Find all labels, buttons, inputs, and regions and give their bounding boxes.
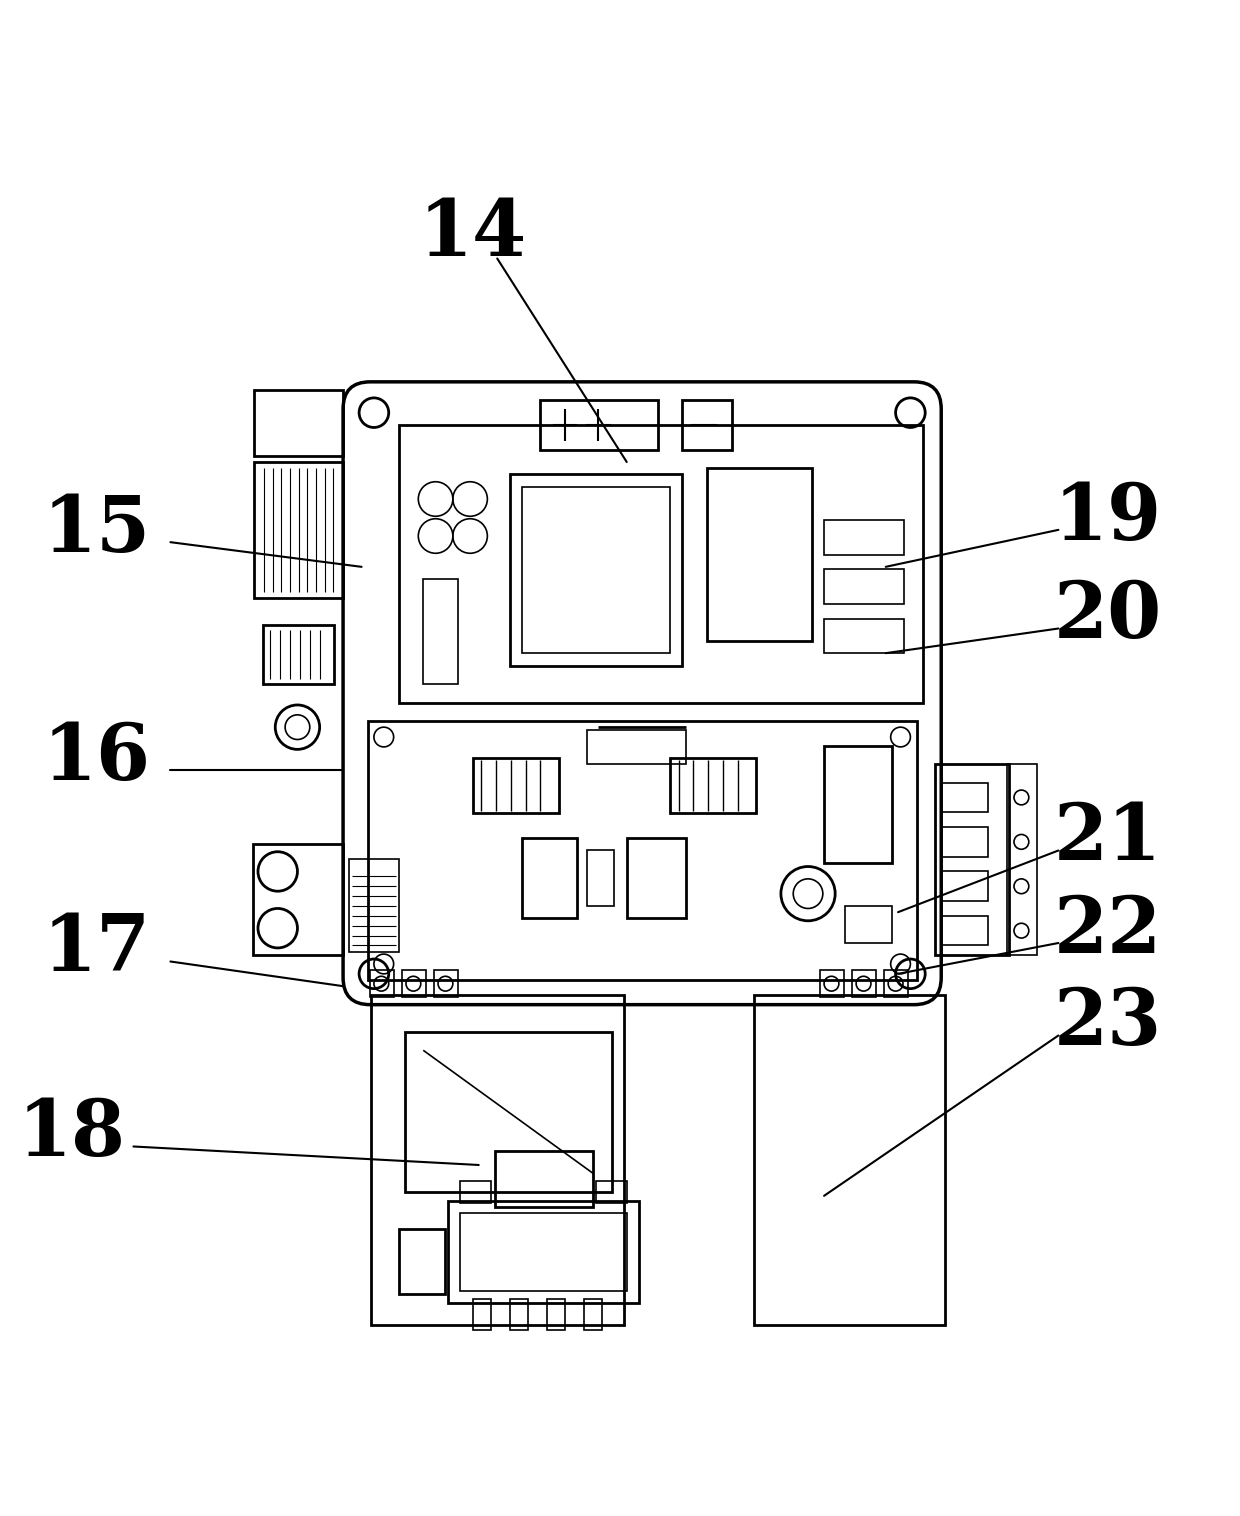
Bar	[884, 970, 908, 998]
Text: 15: 15	[42, 491, 150, 568]
Bar	[941, 872, 988, 901]
Bar	[707, 468, 812, 641]
Text: 17: 17	[42, 911, 150, 987]
Bar	[588, 850, 614, 907]
Text: 14: 14	[418, 196, 527, 271]
Bar	[434, 970, 458, 998]
Bar	[596, 1181, 626, 1204]
Bar	[460, 1213, 626, 1290]
Text: 19: 19	[1054, 479, 1162, 555]
Bar	[626, 838, 686, 919]
Bar	[423, 579, 458, 684]
Bar	[254, 462, 343, 597]
Bar	[372, 994, 624, 1325]
Bar	[371, 970, 393, 998]
Bar	[522, 838, 578, 919]
Bar	[825, 746, 892, 863]
Text: 23: 23	[1054, 985, 1162, 1061]
Bar	[821, 970, 843, 998]
Bar	[584, 1299, 603, 1330]
Text: 22: 22	[1054, 893, 1162, 969]
Bar	[941, 916, 988, 946]
Bar	[350, 860, 398, 952]
Bar	[398, 1229, 445, 1295]
Bar	[510, 475, 682, 666]
Bar	[460, 1181, 491, 1204]
Bar	[682, 400, 732, 450]
Bar	[941, 828, 988, 857]
Bar	[398, 424, 923, 702]
Text: 20: 20	[1054, 578, 1162, 655]
Text: 16: 16	[42, 720, 150, 796]
Bar	[263, 625, 335, 684]
Bar	[941, 782, 988, 813]
Bar	[547, 1299, 565, 1330]
Bar	[472, 758, 559, 814]
Bar	[368, 722, 916, 979]
Bar	[541, 400, 657, 450]
Bar	[254, 391, 343, 456]
Bar	[670, 758, 756, 814]
Bar	[402, 970, 425, 998]
Bar	[472, 1299, 491, 1330]
Bar	[754, 994, 945, 1325]
Bar	[825, 570, 904, 603]
Bar	[404, 1032, 611, 1192]
Bar	[448, 1201, 639, 1304]
Bar	[253, 844, 343, 955]
Bar	[1007, 764, 1038, 955]
Bar	[825, 520, 904, 555]
Bar	[852, 970, 875, 998]
Bar	[935, 764, 1009, 955]
Bar	[522, 487, 670, 653]
Bar	[825, 619, 904, 653]
Bar	[495, 1152, 594, 1207]
Text: 18: 18	[17, 1096, 125, 1172]
Bar	[588, 729, 686, 764]
Text: 21: 21	[1054, 800, 1162, 876]
Bar	[510, 1299, 528, 1330]
Bar	[844, 907, 892, 943]
